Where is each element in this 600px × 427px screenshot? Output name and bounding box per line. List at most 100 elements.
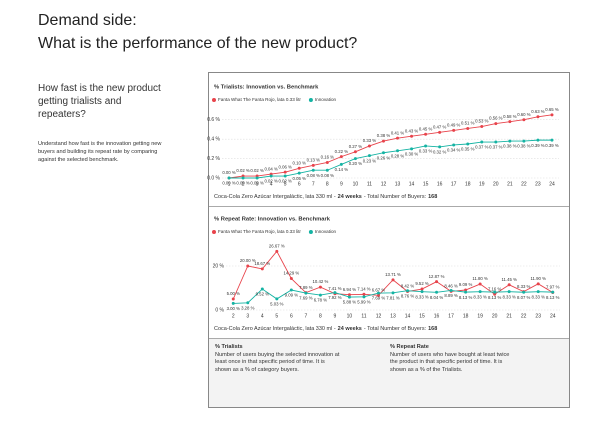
x-tick-label: 18 [463, 313, 469, 319]
data-point [464, 288, 468, 292]
x-tick-label: 1 [228, 181, 231, 187]
data-label: 0.47 % [433, 124, 447, 129]
data-label: 20.00 % [240, 258, 256, 263]
data-label: 5.99 % [357, 299, 371, 304]
legend-swatch [308, 98, 313, 102]
data-label: 10.42 % [313, 279, 329, 284]
data-point [466, 142, 470, 146]
data-point [347, 295, 351, 299]
data-label: 0.00 % [222, 181, 236, 186]
data-label: 0.27 % [349, 144, 363, 149]
footer-part: 24 weeks [338, 326, 362, 332]
data-label: 0.43 % [405, 128, 419, 133]
data-point [297, 171, 301, 175]
data-label: 0.32 % [433, 150, 447, 155]
data-point [362, 295, 366, 299]
data-label: 11.80 % [472, 276, 488, 281]
data-point [376, 291, 380, 295]
x-tick-label: 15 [423, 181, 429, 187]
data-point [438, 145, 442, 149]
data-label: 7.16 % [488, 286, 502, 291]
data-label: 0.37 % [475, 145, 489, 150]
data-point [507, 283, 511, 287]
legend-label: Fanta What The Fanta Rojo, lata 0.33 lit… [218, 97, 301, 102]
data-label: 0.45 % [419, 126, 433, 131]
data-point [420, 287, 424, 291]
data-point [391, 278, 395, 282]
data-label: 0.10 % [293, 160, 307, 165]
data-label: 0.00 % [236, 181, 250, 186]
data-point [283, 170, 287, 174]
data-label: 7.69 % [372, 296, 386, 301]
data-label: 0.63 % [531, 109, 545, 114]
data-point [464, 290, 468, 294]
data-point [478, 282, 482, 286]
data-point [339, 162, 343, 166]
data-label: 8.33 % [532, 294, 546, 299]
data-point [353, 157, 357, 161]
data-point [480, 140, 484, 144]
x-tick-label: 20 [492, 313, 498, 319]
data-label: 8.42 % [401, 284, 415, 289]
data-label: 26.67 % [269, 243, 285, 248]
data-point [227, 176, 231, 180]
x-tick-label: 14 [409, 181, 415, 187]
data-label: 0.00 % [222, 170, 236, 175]
data-point [246, 301, 250, 305]
note-title: % Repeat Rate [390, 344, 429, 350]
data-label: 0.33 % [363, 138, 377, 143]
series-line [229, 139, 552, 179]
note-text: Number of users buying the selected inno… [215, 351, 340, 373]
data-label: 18.67 % [254, 261, 270, 266]
y-tick-label: 0.6 % [207, 117, 220, 123]
data-point [536, 138, 540, 142]
x-tick-label: 15 [419, 313, 425, 319]
data-label: 8.13 % [459, 295, 473, 300]
legend-swatch [212, 98, 216, 102]
data-point [325, 168, 329, 172]
data-label: 9.09 % [459, 282, 473, 287]
note-text: Number of users who have bought at least… [390, 351, 510, 373]
x-tick-label: 17 [448, 313, 454, 319]
data-point [367, 144, 371, 148]
data-label: 0.06 % [278, 164, 292, 169]
data-point [231, 297, 235, 301]
data-point [289, 288, 293, 292]
data-label: 7.89 % [299, 285, 313, 290]
data-point [339, 155, 343, 159]
data-label: 14.29 % [283, 271, 299, 276]
x-tick-label: 9 [340, 181, 343, 187]
data-label: 0.04 % [264, 166, 278, 171]
note: % Repeat Rate Number of users who have b… [390, 344, 515, 374]
chart-footer: Coca-Cola Zero Azúcar Intergaláctic, lat… [214, 194, 437, 200]
data-label: 8.76 % [401, 293, 415, 298]
data-label: 7.14 % [357, 286, 371, 291]
data-label: 9.52 % [415, 281, 429, 286]
notes-background [209, 339, 569, 407]
data-point [275, 249, 279, 253]
data-point [536, 115, 540, 119]
data-point [381, 139, 385, 143]
x-tick-label: 21 [506, 313, 512, 319]
data-label: 0.02 % [236, 168, 250, 173]
data-point [269, 174, 273, 178]
x-tick-label: 17 [451, 181, 457, 187]
data-point [536, 290, 540, 294]
x-tick-label: 20 [493, 181, 499, 187]
data-label: 0.16 % [321, 155, 335, 160]
x-tick-label: 13 [395, 181, 401, 187]
data-label: 8.33 % [473, 294, 487, 299]
series-line [228, 114, 553, 179]
x-tick-label: 24 [550, 313, 556, 319]
data-point [325, 160, 329, 164]
data-label: 0.02 % [264, 179, 278, 184]
data-point [353, 150, 357, 154]
data-point [449, 288, 453, 292]
data-label: 0.39 % [545, 143, 559, 148]
x-tick-label: 10 [353, 181, 359, 187]
x-tick-label: 3 [246, 313, 249, 319]
data-point [478, 290, 482, 294]
data-point [376, 293, 380, 297]
data-label: 12.87 % [429, 274, 445, 279]
intro-question: How fast is the new product getting tria… [38, 83, 161, 120]
